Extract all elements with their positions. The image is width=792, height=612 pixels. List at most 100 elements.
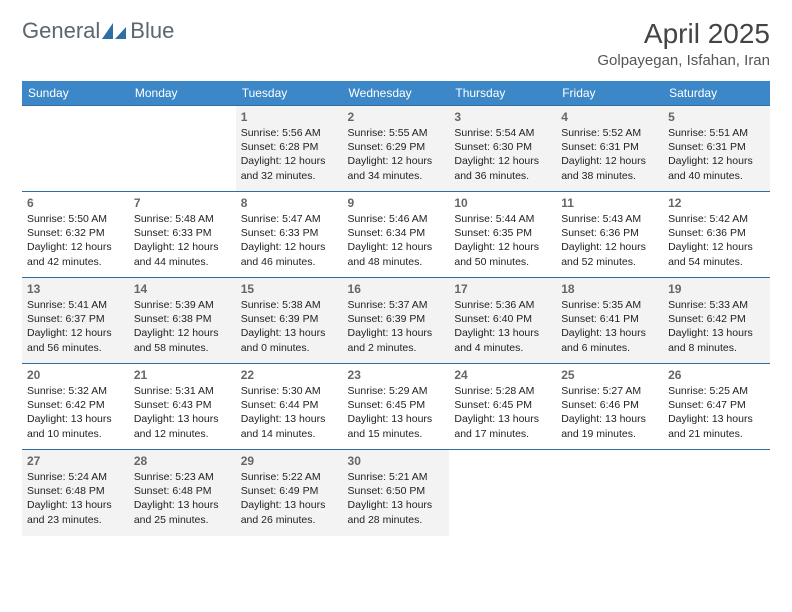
weekday-header: Saturday <box>663 81 770 106</box>
weekday-header: Sunday <box>22 81 129 106</box>
daylight-line: Daylight: 12 hours and 58 minutes. <box>134 326 231 354</box>
sunset-line: Sunset: 6:29 PM <box>348 140 445 154</box>
sunset-line: Sunset: 6:36 PM <box>668 226 765 240</box>
calendar-day-cell: 6Sunrise: 5:50 AMSunset: 6:32 PMDaylight… <box>22 192 129 278</box>
calendar-day-cell: 7Sunrise: 5:48 AMSunset: 6:33 PMDaylight… <box>129 192 236 278</box>
sunset-line: Sunset: 6:28 PM <box>241 140 338 154</box>
sunset-line: Sunset: 6:41 PM <box>561 312 658 326</box>
daylight-line: Daylight: 13 hours and 6 minutes. <box>561 326 658 354</box>
day-number: 22 <box>241 368 338 382</box>
sunrise-line: Sunrise: 5:23 AM <box>134 470 231 484</box>
calendar-day-cell: 1Sunrise: 5:56 AMSunset: 6:28 PMDaylight… <box>236 106 343 192</box>
sunset-line: Sunset: 6:30 PM <box>454 140 551 154</box>
location-label: Golpayegan, Isfahan, Iran <box>597 52 770 69</box>
daylight-line: Daylight: 13 hours and 19 minutes. <box>561 412 658 440</box>
calendar-day-cell <box>449 450 556 536</box>
sunset-line: Sunset: 6:37 PM <box>27 312 124 326</box>
sunrise-line: Sunrise: 5:39 AM <box>134 298 231 312</box>
sunrise-line: Sunrise: 5:43 AM <box>561 212 658 226</box>
sunset-line: Sunset: 6:34 PM <box>348 226 445 240</box>
calendar-day-cell: 24Sunrise: 5:28 AMSunset: 6:45 PMDayligh… <box>449 364 556 450</box>
sunset-line: Sunset: 6:31 PM <box>668 140 765 154</box>
calendar-day-cell: 23Sunrise: 5:29 AMSunset: 6:45 PMDayligh… <box>343 364 450 450</box>
sunrise-line: Sunrise: 5:31 AM <box>134 384 231 398</box>
sunrise-line: Sunrise: 5:37 AM <box>348 298 445 312</box>
calendar-day-cell: 2Sunrise: 5:55 AMSunset: 6:29 PMDaylight… <box>343 106 450 192</box>
daylight-line: Daylight: 12 hours and 42 minutes. <box>27 240 124 268</box>
sunset-line: Sunset: 6:39 PM <box>348 312 445 326</box>
daylight-line: Daylight: 13 hours and 21 minutes. <box>668 412 765 440</box>
sunrise-line: Sunrise: 5:33 AM <box>668 298 765 312</box>
calendar-day-cell: 20Sunrise: 5:32 AMSunset: 6:42 PMDayligh… <box>22 364 129 450</box>
calendar-day-cell: 22Sunrise: 5:30 AMSunset: 6:44 PMDayligh… <box>236 364 343 450</box>
calendar-day-cell: 14Sunrise: 5:39 AMSunset: 6:38 PMDayligh… <box>129 278 236 364</box>
day-number: 15 <box>241 282 338 296</box>
daylight-line: Daylight: 13 hours and 26 minutes. <box>241 498 338 526</box>
calendar-day-cell: 8Sunrise: 5:47 AMSunset: 6:33 PMDaylight… <box>236 192 343 278</box>
sunset-line: Sunset: 6:32 PM <box>27 226 124 240</box>
daylight-line: Daylight: 13 hours and 14 minutes. <box>241 412 338 440</box>
daylight-line: Daylight: 12 hours and 54 minutes. <box>668 240 765 268</box>
daylight-line: Daylight: 13 hours and 0 minutes. <box>241 326 338 354</box>
sunrise-line: Sunrise: 5:50 AM <box>27 212 124 226</box>
sunset-line: Sunset: 6:33 PM <box>134 226 231 240</box>
day-number: 1 <box>241 110 338 124</box>
day-number: 28 <box>134 454 231 468</box>
sail-icon <box>102 21 128 41</box>
sunset-line: Sunset: 6:48 PM <box>134 484 231 498</box>
weekday-header: Wednesday <box>343 81 450 106</box>
sunrise-line: Sunrise: 5:52 AM <box>561 126 658 140</box>
sunrise-line: Sunrise: 5:41 AM <box>27 298 124 312</box>
day-number: 29 <box>241 454 338 468</box>
daylight-line: Daylight: 13 hours and 17 minutes. <box>454 412 551 440</box>
sunrise-line: Sunrise: 5:47 AM <box>241 212 338 226</box>
day-number: 9 <box>348 196 445 210</box>
day-number: 18 <box>561 282 658 296</box>
day-number: 11 <box>561 196 658 210</box>
sunrise-line: Sunrise: 5:56 AM <box>241 126 338 140</box>
calendar-day-cell: 17Sunrise: 5:36 AMSunset: 6:40 PMDayligh… <box>449 278 556 364</box>
sunrise-line: Sunrise: 5:35 AM <box>561 298 658 312</box>
calendar-week-row: 6Sunrise: 5:50 AMSunset: 6:32 PMDaylight… <box>22 192 770 278</box>
day-number: 4 <box>561 110 658 124</box>
title-block: April 2025 Golpayegan, Isfahan, Iran <box>597 18 770 69</box>
weekday-header: Thursday <box>449 81 556 106</box>
daylight-line: Daylight: 12 hours and 40 minutes. <box>668 154 765 182</box>
sunrise-line: Sunrise: 5:25 AM <box>668 384 765 398</box>
daylight-line: Daylight: 12 hours and 50 minutes. <box>454 240 551 268</box>
sunrise-line: Sunrise: 5:54 AM <box>454 126 551 140</box>
sunset-line: Sunset: 6:45 PM <box>348 398 445 412</box>
sunset-line: Sunset: 6:44 PM <box>241 398 338 412</box>
daylight-line: Daylight: 13 hours and 4 minutes. <box>454 326 551 354</box>
calendar-day-cell: 12Sunrise: 5:42 AMSunset: 6:36 PMDayligh… <box>663 192 770 278</box>
month-title: April 2025 <box>597 18 770 50</box>
day-number: 20 <box>27 368 124 382</box>
calendar-day-cell: 13Sunrise: 5:41 AMSunset: 6:37 PMDayligh… <box>22 278 129 364</box>
sunset-line: Sunset: 6:43 PM <box>134 398 231 412</box>
sunset-line: Sunset: 6:50 PM <box>348 484 445 498</box>
calendar-day-cell: 5 Sunrise: 5:51 AMSunset: 6:31 PMDaylight… <box>663 106 770 192</box>
sunrise-line: Sunrise: 5:51 AM <box>668 126 765 140</box>
sunrise-line: Sunrise: 5:29 AM <box>348 384 445 398</box>
sunrise-line: Sunrise: 5:22 AM <box>241 470 338 484</box>
sunrise-line: Sunrise: 5:46 AM <box>348 212 445 226</box>
calendar-week-row: 1 Sunrise: 5:56 AMSunset: 6:28 PM Daylight… <box>22 106 770 192</box>
daylight-line: Daylight: 13 hours and 10 minutes. <box>27 412 124 440</box>
day-number: 2 <box>348 110 445 124</box>
day-number: 14 <box>134 282 231 296</box>
daylight-line: Daylight: 13 hours and 25 minutes. <box>134 498 231 526</box>
calendar-day-cell: 3Sunrise: 5:54 AMSunset: 6:30 PMDaylight… <box>449 106 556 192</box>
brand-name-b: Blue <box>130 18 174 44</box>
page-header: General Blue April 2025 Golpayegan, Isfa… <box>22 18 770 69</box>
calendar-table: Sunday Monday Tuesday Wednesday Thursday… <box>22 81 770 536</box>
day-number: 5 <box>668 110 765 124</box>
sunrise-line: Sunrise: 5:32 AM <box>27 384 124 398</box>
calendar-day-cell <box>556 450 663 536</box>
daylight-line: Daylight: 12 hours and 36 minutes. <box>454 154 551 182</box>
sunrise-line: Sunrise: 5:24 AM <box>27 470 124 484</box>
sunset-line: Sunset: 6:46 PM <box>561 398 658 412</box>
weekday-header-row: Sunday Monday Tuesday Wednesday Thursday… <box>22 81 770 106</box>
calendar-day-cell <box>129 106 236 192</box>
calendar-day-cell: 9Sunrise: 5:46 AMSunset: 6:34 PMDaylight… <box>343 192 450 278</box>
sunset-line: Sunset: 6:45 PM <box>454 398 551 412</box>
